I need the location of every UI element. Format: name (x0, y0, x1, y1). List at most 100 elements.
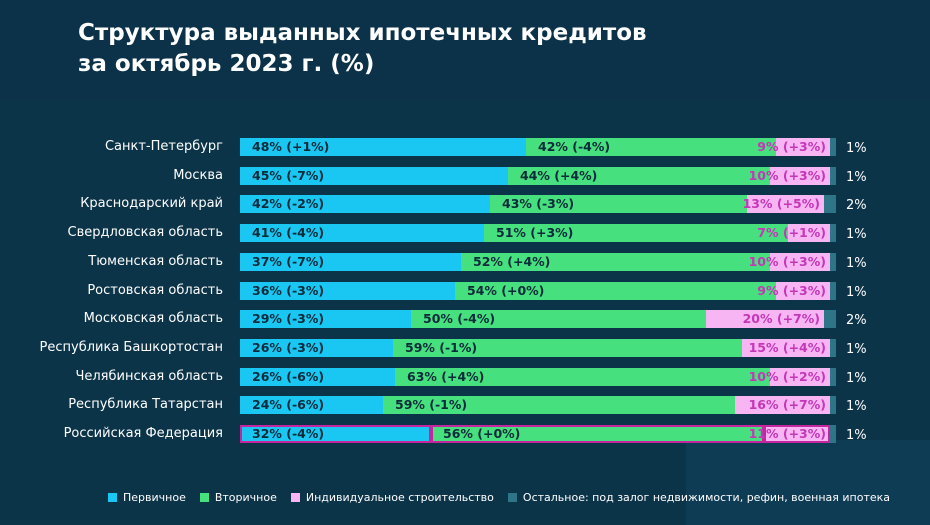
bar-row: 48% (+1%) 42% (-4%) 9% (+3%) (240, 138, 836, 156)
bar-segment-secondary (411, 310, 706, 328)
data-label-individual: 9% (+3%) (757, 139, 826, 154)
data-label-individual: 10% (+2%) (748, 369, 826, 384)
bar-segment-other (830, 138, 836, 156)
category-label: Свердловская область (67, 225, 223, 240)
data-label-secondary: 56% (+0%) (443, 426, 521, 441)
bar-segment-other (830, 224, 836, 242)
data-label-other: 1% (846, 285, 867, 300)
legend-label-individual: Индивидуальное строительство (305, 491, 494, 504)
bar-row: 45% (-7%) 44% (+4%) 10% (+3%) (240, 167, 836, 185)
data-label-other: 1% (846, 428, 867, 443)
bar-segment-other (830, 425, 836, 443)
category-label: Московская область (83, 311, 223, 326)
bar-row: 41% (-4%) 51% (+3%) 7% (+1%) (240, 224, 836, 242)
data-label-other: 1% (846, 170, 867, 185)
bar-row: 29% (-3%) 50% (-4%) 20% (+7%) (240, 310, 836, 328)
title-line-1: Структура выданных ипотечных кредитов (78, 20, 647, 46)
data-label-individual: 10% (+3%) (748, 254, 826, 269)
legend-item-primary: Первичное (108, 491, 186, 504)
legend-swatch-primary (108, 493, 117, 502)
data-label-secondary: 51% (+3%) (496, 225, 574, 240)
bar-segment-secondary (461, 253, 770, 271)
background-accent (686, 440, 930, 525)
data-label-primary: 42% (-2%) (252, 196, 325, 211)
bar-segment-primary (240, 167, 508, 185)
data-label-individual: 13% (+5%) (742, 196, 820, 211)
bar-segment-individual (747, 195, 824, 213)
legend-swatch-other (507, 493, 517, 502)
data-label-secondary: 54% (+0%) (467, 283, 545, 298)
bar-row: 37% (-7%) 52% (+4%) 10% (+3%) (240, 253, 836, 271)
bar-segment-primary (240, 253, 461, 271)
data-label-primary: 24% (-6%) (252, 397, 325, 412)
bar-segment-primary (240, 425, 431, 443)
category-label: Тюменская область (88, 254, 223, 269)
bar-segment-secondary (490, 195, 747, 213)
bar-segment-secondary (393, 339, 742, 357)
bar-segment-primary (240, 368, 395, 386)
data-label-other: 1% (846, 227, 867, 242)
data-label-other: 1% (846, 256, 867, 271)
data-label-primary: 32% (-4%) (252, 426, 325, 441)
data-label-individual: 20% (+7%) (742, 311, 820, 326)
bar-segment-other (824, 310, 836, 328)
bar-segment-individual (770, 368, 830, 386)
bar-row: 42% (-2%) 43% (-3%) 13% (+5%) (240, 195, 836, 213)
bar-segment-primary (240, 282, 455, 300)
data-label-primary: 26% (-3%) (252, 340, 325, 355)
category-label: Челябинская область (75, 369, 223, 384)
data-label-secondary: 43% (-3%) (502, 196, 575, 211)
legend-item-individual: Индивидуальное строительство (290, 491, 494, 504)
data-label-secondary: 44% (+4%) (520, 168, 598, 183)
bar-segment-individual (764, 425, 830, 443)
data-label-secondary: 42% (-4%) (538, 139, 611, 154)
data-label-secondary: 59% (-1%) (405, 340, 478, 355)
data-label-other: 1% (846, 342, 867, 357)
legend-label-other: Остальное: под залог недвижимости, рефин… (522, 491, 891, 504)
data-label-individual: 11% (+3%) (748, 426, 826, 441)
data-label-primary: 26% (-6%) (252, 369, 325, 384)
chart-legend: Первичное Вторичное Индивидуальное строи… (108, 491, 904, 504)
bar-segment-other (830, 368, 836, 386)
bar-row: 32% (-4%) 56% (+0%) 11% (+3%) (240, 425, 836, 443)
category-label: Санкт-Петербург (104, 139, 223, 154)
bar-segment-individual (788, 224, 830, 242)
category-label: Ростовская область (87, 283, 223, 298)
data-label-individual: 15% (+4%) (748, 340, 826, 355)
data-label-primary: 41% (-4%) (252, 225, 325, 240)
bar-segment-individual (776, 138, 830, 156)
legend-swatch-secondary (199, 493, 209, 502)
bar-segment-individual (770, 167, 830, 185)
legend-item-other: Остальное: под залог недвижимости, рефин… (507, 491, 891, 504)
bar-segment-individual (770, 253, 830, 271)
data-label-individual: 7% (+1%) (757, 225, 826, 240)
data-label-individual: 9% (+3%) (757, 283, 826, 298)
bar-segment-primary (240, 339, 393, 357)
bar-segment-primary (240, 396, 383, 414)
category-label: Краснодарский край (80, 196, 223, 211)
title-line-2: за октябрь 2023 г. (%) (78, 51, 375, 77)
bar-row: 26% (-6%) 63% (+4%) 10% (+2%) (240, 368, 836, 386)
bar-segment-secondary (395, 368, 770, 386)
bar-segment-secondary (508, 167, 770, 185)
bar-segment-primary (240, 310, 411, 328)
category-label: Республика Башкортостан (39, 340, 223, 355)
bar-segment-primary (240, 195, 490, 213)
bar-segment-secondary (455, 282, 776, 300)
bar-segment-individual (735, 396, 830, 414)
legend-label-secondary: Вторичное (214, 491, 277, 504)
category-label: Российская Федерация (63, 426, 223, 441)
data-label-other: 1% (846, 399, 867, 414)
legend-swatch-individual (290, 493, 300, 502)
data-label-secondary: 59% (-1%) (395, 397, 468, 412)
bar-segment-other (824, 195, 836, 213)
bar-segment-primary (240, 224, 484, 242)
data-label-other: 1% (846, 141, 867, 156)
data-label-individual: 16% (+7%) (748, 397, 826, 412)
bar-row: 36% (-3%) 54% (+0%) 9% (+3%) (240, 282, 836, 300)
bar-segment-other (830, 339, 836, 357)
bar-segment-secondary (526, 138, 776, 156)
bar-segment-secondary (484, 224, 788, 242)
data-label-secondary: 52% (+4%) (473, 254, 551, 269)
bar-row: 26% (-3%) 59% (-1%) 15% (+4%) (240, 339, 836, 357)
